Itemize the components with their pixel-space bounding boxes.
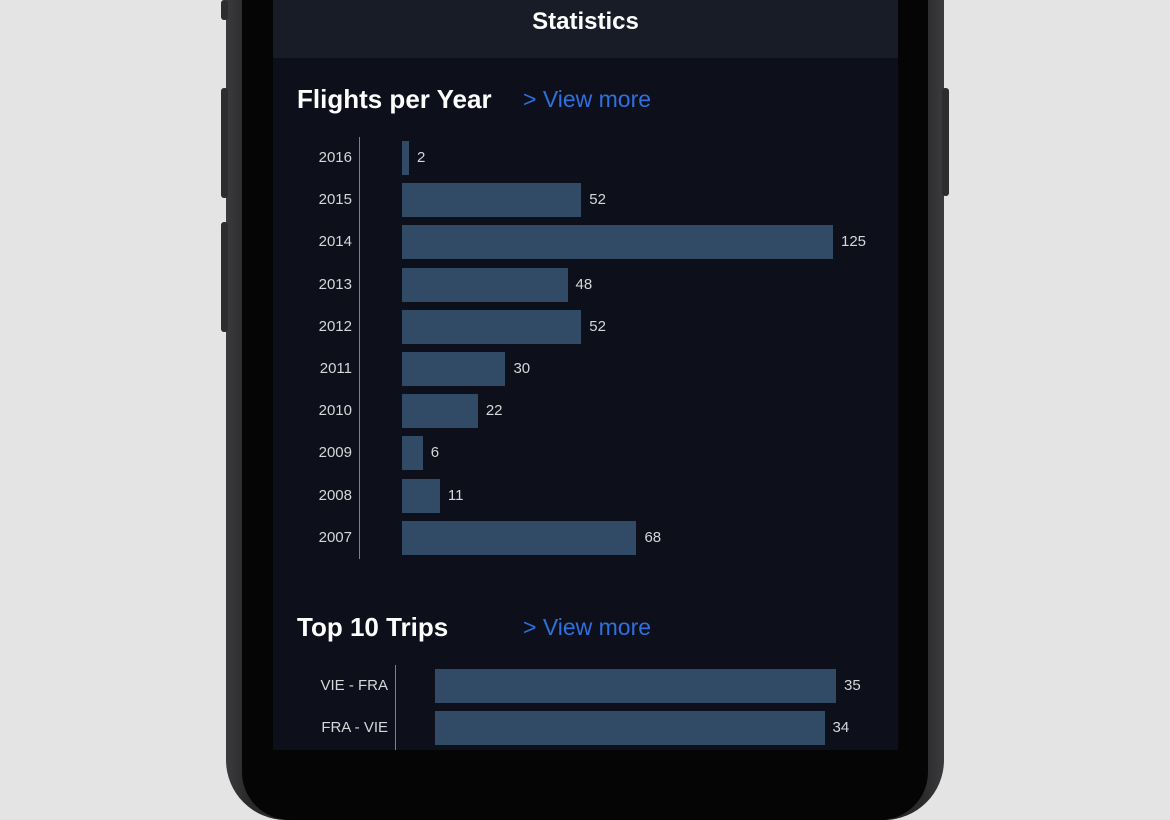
trips-view-more-link[interactable]: > View more xyxy=(523,614,652,640)
bar xyxy=(402,183,582,218)
bar-value-label: 52 xyxy=(589,317,606,335)
bar xyxy=(402,141,409,175)
bar xyxy=(402,520,637,555)
bar-value-label: 68 xyxy=(644,528,662,546)
volume-down-button xyxy=(221,222,228,332)
bar-category-label: 2015 xyxy=(318,191,352,209)
bar xyxy=(402,352,506,386)
bar xyxy=(402,436,423,471)
flights-view-more-link[interactable]: > View more xyxy=(523,86,652,112)
bar xyxy=(402,478,440,513)
flights-per-year-title: Flights per Year xyxy=(297,84,492,114)
bar-value-label: 30 xyxy=(513,360,531,377)
bar-value-label: 6 xyxy=(430,444,440,462)
bar-value-label: 34 xyxy=(832,719,850,737)
bar-category-label: VIE - FRA xyxy=(320,677,388,694)
navigation-bar: Statistics xyxy=(273,0,898,58)
bar-category-label: 2013 xyxy=(318,275,352,293)
app-screen: Statistics Flights per Year > View more … xyxy=(273,0,898,750)
bar xyxy=(402,309,582,344)
bar xyxy=(402,267,568,302)
bar-value-label: 48 xyxy=(575,275,593,293)
bar-value-label: 125 xyxy=(841,233,867,251)
bar-category-label: 2016 xyxy=(318,149,352,166)
volume-up-button xyxy=(221,88,228,198)
bar-value-label: 2 xyxy=(417,149,426,166)
bar-value-label: 35 xyxy=(844,677,861,694)
bar-category-label: 2010 xyxy=(318,402,352,420)
bar-value-label: 22 xyxy=(485,402,503,420)
bar-category-label: 2008 xyxy=(318,486,352,504)
top-trips-title: Top 10 Trips xyxy=(297,612,449,642)
bar-category-label: 2009 xyxy=(318,444,352,462)
bar-category-label: 2012 xyxy=(318,317,352,335)
bar-category-label: FRA - VIE xyxy=(321,719,388,737)
power-button xyxy=(942,88,949,196)
bar xyxy=(435,669,836,703)
bar-category-label: 2011 xyxy=(319,360,352,377)
bar xyxy=(402,225,833,260)
chart-axis-line xyxy=(395,665,396,750)
bar-category-label: 2014 xyxy=(318,233,352,251)
bar-category-label: 2007 xyxy=(318,528,352,546)
page-title: Statistics xyxy=(532,8,639,35)
bar-value-label: 52 xyxy=(589,191,606,209)
bar xyxy=(402,394,478,429)
bar-value-label: 11 xyxy=(447,486,464,504)
bar xyxy=(435,711,825,746)
mute-switch xyxy=(221,0,228,20)
chart-axis-line xyxy=(359,137,360,559)
